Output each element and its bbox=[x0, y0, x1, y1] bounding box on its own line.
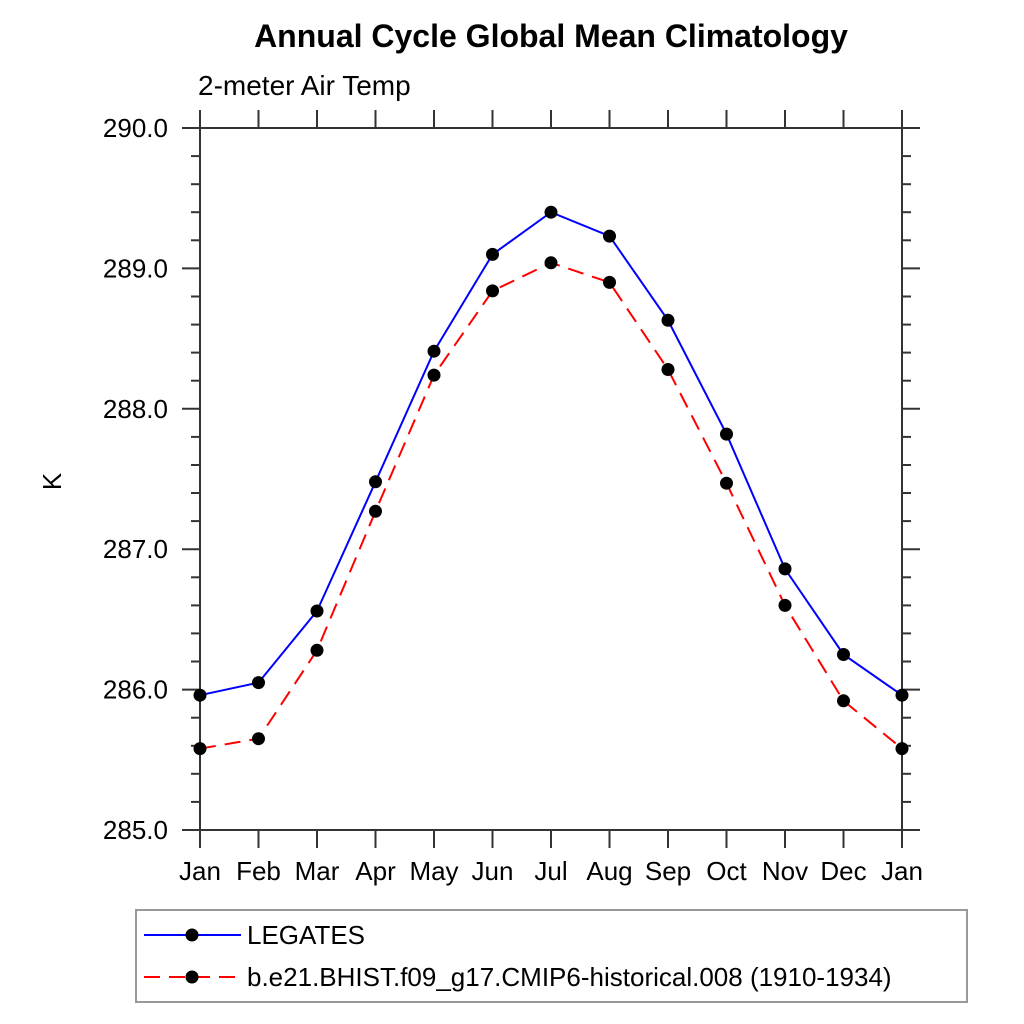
x-tick-label: Jul bbox=[534, 856, 567, 886]
legend-box: LEGATES b.e21.BHIST.f09_g17.CMIP6-histor… bbox=[135, 909, 968, 1003]
data-point-marker bbox=[603, 229, 616, 243]
chart-subtitle: 2-meter Air Temp bbox=[198, 70, 411, 101]
data-point-marker bbox=[427, 344, 441, 358]
x-tick-label: Jan bbox=[881, 856, 923, 886]
data-point-marker bbox=[369, 475, 382, 489]
data-point-marker bbox=[486, 284, 499, 298]
data-point-marker bbox=[895, 742, 909, 756]
legend-line-sample-model bbox=[144, 970, 241, 984]
data-point-marker bbox=[661, 313, 675, 327]
x-tick-label: Apr bbox=[355, 856, 396, 886]
legend-label-model: b.e21.BHIST.f09_g17.CMIP6-historical.008… bbox=[247, 961, 892, 992]
legend-entry-model: b.e21.BHIST.f09_g17.CMIP6-historical.008… bbox=[141, 956, 966, 998]
chart-title: Annual Cycle Global Mean Climatology bbox=[254, 18, 848, 54]
data-point-marker bbox=[486, 247, 499, 261]
data-point-marker bbox=[603, 275, 616, 289]
legend-sample-marker bbox=[185, 928, 199, 942]
x-tick-label: Mar bbox=[295, 856, 340, 886]
legend-entry-legates: LEGATES bbox=[141, 914, 966, 956]
x-tick-label: Sep bbox=[645, 856, 691, 886]
series-line bbox=[199, 261, 903, 750]
x-tick-label: Aug bbox=[586, 856, 632, 886]
data-point-marker bbox=[252, 676, 265, 690]
x-tick-label: Jan bbox=[179, 856, 221, 886]
y-tick-label: 289.0 bbox=[103, 253, 168, 283]
data-point-marker bbox=[837, 694, 850, 708]
legend-label-legates: LEGATES bbox=[247, 919, 366, 950]
data-point-marker bbox=[369, 504, 382, 518]
data-point-marker bbox=[778, 562, 792, 576]
y-tick-label: 287.0 bbox=[103, 534, 168, 564]
data-point-marker bbox=[252, 732, 265, 746]
data-point-marker bbox=[193, 688, 207, 702]
data-point-marker bbox=[837, 648, 850, 661]
data-point-marker bbox=[310, 604, 324, 618]
data-point-marker bbox=[720, 476, 733, 490]
data-point-marker bbox=[544, 205, 558, 219]
data-point-marker bbox=[427, 368, 441, 382]
x-tick-label: Jun bbox=[472, 856, 514, 886]
y-tick-label: 286.0 bbox=[103, 675, 168, 705]
x-tick-label: Oct bbox=[706, 856, 747, 886]
x-tick-label: Feb bbox=[236, 856, 281, 886]
data-point-marker bbox=[720, 427, 733, 441]
plot-frame bbox=[199, 127, 903, 831]
x-tick-label: Nov bbox=[762, 856, 808, 886]
x-tick-label: Dec bbox=[820, 856, 866, 886]
data-point-marker bbox=[895, 688, 909, 702]
data-point-marker bbox=[310, 643, 324, 657]
data-point-marker bbox=[778, 598, 792, 612]
y-tick-label: 288.0 bbox=[103, 394, 168, 424]
data-point-marker bbox=[661, 363, 675, 376]
x-tick-label: May bbox=[409, 856, 458, 886]
data-point-marker bbox=[544, 256, 558, 270]
legend-sample-marker bbox=[185, 970, 199, 984]
data-point-marker bbox=[193, 742, 207, 756]
y-tick-label: 290.0 bbox=[103, 113, 168, 143]
y-tick-label: 285.0 bbox=[103, 815, 168, 845]
legend-line-sample-legates bbox=[144, 928, 241, 942]
